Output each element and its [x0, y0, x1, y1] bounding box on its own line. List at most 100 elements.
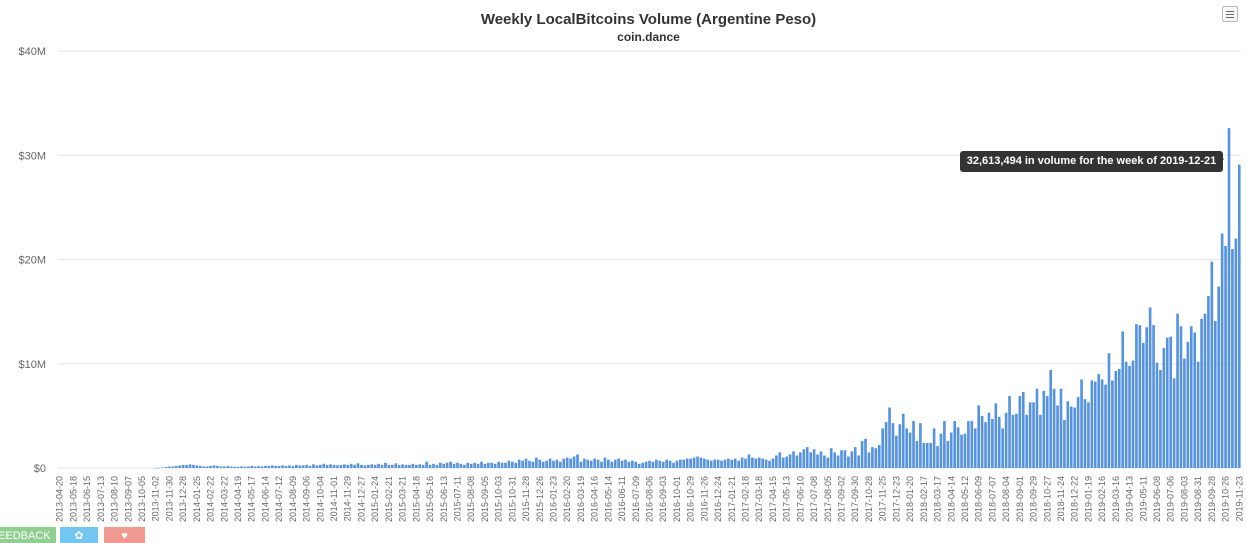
volume-bar[interactable] — [977, 405, 980, 468]
volume-bar[interactable] — [243, 466, 247, 468]
volume-bar[interactable] — [329, 464, 332, 468]
volume-bar[interactable] — [994, 403, 998, 468]
volume-bar[interactable] — [809, 452, 812, 468]
volume-bar[interactable] — [1165, 337, 1169, 468]
volume-bar[interactable] — [1032, 402, 1035, 468]
volume-bar[interactable] — [418, 464, 422, 468]
volume-bar[interactable] — [600, 461, 603, 468]
volume-bar[interactable] — [627, 461, 631, 468]
volume-bar[interactable] — [888, 407, 891, 468]
volume-bar[interactable] — [1131, 360, 1135, 468]
volume-bar[interactable] — [764, 459, 768, 468]
volume-bar[interactable] — [408, 464, 411, 468]
volume-bar[interactable] — [912, 421, 915, 468]
volume-bar[interactable] — [1169, 336, 1173, 468]
volume-bar[interactable] — [415, 464, 418, 468]
volume-bar[interactable] — [178, 465, 182, 468]
volume-bar[interactable] — [1203, 313, 1207, 468]
volume-bar[interactable] — [517, 459, 521, 468]
volume-bar[interactable] — [222, 466, 226, 468]
volume-bar[interactable] — [380, 464, 384, 468]
volume-bar[interactable] — [473, 462, 476, 468]
volume-bar[interactable] — [394, 463, 398, 468]
volume-bar[interactable] — [528, 460, 531, 468]
volume-bar[interactable] — [768, 460, 771, 468]
volume-bar[interactable] — [1213, 321, 1217, 468]
volume-bar[interactable] — [192, 464, 195, 468]
volume-bar[interactable] — [487, 462, 490, 468]
volume-bar[interactable] — [943, 421, 946, 468]
volume-bar[interactable] — [164, 466, 168, 468]
volume-bar[interactable] — [1234, 238, 1238, 468]
volume-bar[interactable] — [1045, 396, 1049, 468]
volume-bar[interactable] — [963, 433, 967, 468]
volume-bar[interactable] — [960, 434, 963, 468]
volume-bar[interactable] — [401, 464, 404, 468]
volume-bar[interactable] — [541, 461, 545, 468]
volume-bar[interactable] — [370, 464, 374, 468]
volume-bar[interactable] — [1087, 402, 1090, 468]
volume-bar[interactable] — [353, 464, 356, 468]
volume-bar[interactable] — [425, 461, 428, 468]
volume-bar[interactable] — [1001, 428, 1004, 468]
volume-bar[interactable] — [209, 465, 212, 468]
volume-bar[interactable] — [1189, 326, 1193, 468]
volume-bar[interactable] — [274, 465, 278, 468]
volume-bar[interactable] — [709, 460, 713, 468]
volume-bar[interactable] — [953, 421, 956, 468]
volume-bar[interactable] — [559, 461, 562, 468]
volume-bar[interactable] — [552, 460, 555, 468]
volume-bar[interactable] — [181, 464, 185, 468]
volume-bar[interactable] — [778, 452, 782, 468]
volume-bar[interactable] — [195, 465, 199, 468]
volume-bar[interactable] — [1080, 379, 1083, 468]
volume-bar[interactable] — [264, 465, 267, 468]
volume-bar[interactable] — [1039, 414, 1042, 468]
volume-bar[interactable] — [524, 458, 528, 468]
volume-bar[interactable] — [281, 465, 284, 468]
volume-bar[interactable] — [291, 465, 295, 468]
volume-bar[interactable] — [373, 464, 377, 468]
volume-bar[interactable] — [658, 460, 662, 468]
volume-bar[interactable] — [1207, 295, 1210, 468]
volume-bar[interactable] — [212, 465, 216, 468]
volume-bar[interactable] — [1179, 326, 1183, 468]
volume-bar[interactable] — [493, 463, 497, 468]
volume-bar[interactable] — [1135, 324, 1138, 468]
volume-bar[interactable] — [792, 451, 795, 468]
volume-bar[interactable] — [1035, 388, 1039, 468]
volume-bar[interactable] — [1220, 233, 1224, 468]
volume-bar[interactable] — [661, 461, 665, 468]
volume-bar[interactable] — [850, 451, 854, 468]
volume-bar[interactable] — [603, 457, 607, 468]
volume-bar[interactable] — [1159, 370, 1162, 468]
volume-bar[interactable] — [973, 428, 977, 468]
volume-bar[interactable] — [349, 463, 353, 468]
volume-bar[interactable] — [987, 412, 991, 468]
volume-bar[interactable] — [908, 432, 912, 468]
volume-bar[interactable] — [1111, 380, 1114, 468]
volume-bar[interactable] — [1162, 348, 1166, 468]
volume-bar[interactable] — [871, 447, 874, 468]
volume-bar[interactable] — [483, 463, 487, 468]
volume-bar[interactable] — [634, 461, 638, 468]
volume-bar[interactable] — [1152, 325, 1155, 468]
volume-bar[interactable] — [387, 464, 391, 468]
volume-bar[interactable] — [490, 462, 494, 468]
volume-bar[interactable] — [936, 446, 939, 468]
volume-bar[interactable] — [665, 459, 668, 468]
volume-bar[interactable] — [823, 455, 826, 468]
volume-bar[interactable] — [219, 466, 223, 468]
volume-bar[interactable] — [1083, 399, 1087, 468]
volume-bar[interactable] — [874, 448, 878, 468]
volume-bar[interactable] — [157, 467, 161, 469]
volume-bar[interactable] — [469, 463, 473, 468]
volume-bar[interactable] — [1028, 402, 1032, 468]
volume-bar[interactable] — [939, 433, 943, 468]
volume-bar[interactable] — [617, 458, 620, 468]
volume-bar[interactable] — [816, 454, 819, 468]
volume-bar[interactable] — [1121, 331, 1125, 468]
volume-bar[interactable] — [583, 458, 586, 468]
volume-bar[interactable] — [1093, 381, 1097, 468]
volume-bar[interactable] — [720, 460, 723, 468]
